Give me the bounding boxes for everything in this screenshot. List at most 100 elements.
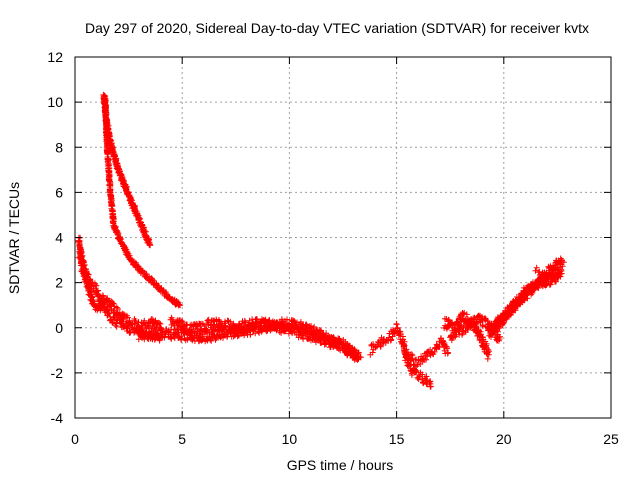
data-point xyxy=(182,325,189,332)
data-point xyxy=(496,336,503,342)
data-point xyxy=(355,349,362,356)
data-point xyxy=(87,276,94,283)
data-point xyxy=(472,321,479,328)
data-point xyxy=(423,356,429,363)
x-tick-label: 5 xyxy=(178,431,186,447)
tick-labels: 0 5 10 15 20 25 -4 -2 0 2 4 6 8 10 12 xyxy=(47,49,619,447)
data-point xyxy=(92,282,99,288)
data-point xyxy=(541,269,548,276)
data-point xyxy=(336,340,343,347)
y-tick-label: 6 xyxy=(55,184,63,200)
y-tick-label: 8 xyxy=(55,139,63,155)
data-point xyxy=(463,311,470,318)
data-point xyxy=(94,287,101,294)
y-tick-label: 4 xyxy=(55,230,63,246)
data-point xyxy=(143,325,150,332)
y-tick-label: 12 xyxy=(47,49,63,65)
x-tick-label: 0 xyxy=(71,431,79,447)
data-point xyxy=(484,355,491,362)
data-point xyxy=(203,327,210,334)
data-point xyxy=(132,206,139,213)
data-point xyxy=(474,319,480,326)
data-point xyxy=(168,321,175,328)
data-point xyxy=(289,322,296,329)
data-point xyxy=(311,323,318,330)
data-point xyxy=(318,339,325,346)
data-point xyxy=(173,327,179,334)
data-point xyxy=(507,311,514,318)
data-point xyxy=(105,310,112,316)
data-point xyxy=(232,326,239,333)
grid-lines xyxy=(75,57,611,418)
data-point xyxy=(80,262,87,269)
data-point xyxy=(559,263,566,270)
data-point xyxy=(461,310,468,317)
data-point xyxy=(132,318,139,324)
data-point xyxy=(436,343,443,350)
series-track-1 xyxy=(101,93,184,309)
data-point xyxy=(106,310,113,317)
series-track-12 xyxy=(532,257,567,283)
y-tick-label: -4 xyxy=(51,410,64,426)
series-track-5 xyxy=(167,314,364,361)
data-point xyxy=(271,325,278,332)
y-tick-label: 10 xyxy=(47,94,63,110)
data-point xyxy=(479,322,486,329)
data-point xyxy=(105,297,111,304)
data-point xyxy=(388,336,395,343)
data-point xyxy=(93,282,100,289)
x-tick-label: 25 xyxy=(603,431,619,447)
data-point xyxy=(351,346,358,353)
data-point xyxy=(560,259,567,266)
data-point xyxy=(295,326,302,332)
data-point xyxy=(98,295,105,302)
data-point xyxy=(558,270,565,277)
data-point xyxy=(113,304,120,311)
data-point xyxy=(147,241,153,248)
chart-title: Day 297 of 2020, Sidereal Day-to-day VTE… xyxy=(85,20,589,36)
data-point xyxy=(557,273,564,280)
data-point xyxy=(335,346,342,352)
data-series-sdtvar xyxy=(75,91,567,390)
data-point xyxy=(257,325,264,332)
data-point xyxy=(177,302,184,309)
data-point xyxy=(347,343,354,350)
x-tick-label: 10 xyxy=(282,431,298,447)
data-point xyxy=(500,310,507,317)
data-point xyxy=(314,336,320,342)
data-point xyxy=(330,334,337,341)
data-point xyxy=(110,300,117,307)
data-point xyxy=(531,287,537,293)
data-point xyxy=(108,203,115,210)
data-point xyxy=(357,354,364,361)
data-point xyxy=(156,320,163,326)
data-point xyxy=(95,291,102,298)
data-point xyxy=(211,321,218,328)
data-point xyxy=(427,383,434,390)
data-point xyxy=(85,271,92,278)
data-point xyxy=(448,320,454,327)
axis-ticks xyxy=(74,56,612,419)
y-tick-label: 2 xyxy=(55,275,63,291)
data-point xyxy=(549,271,556,278)
y-axis-label: SDTVAR / TECUs xyxy=(6,182,22,294)
data-point xyxy=(445,349,452,356)
x-tick-label: 15 xyxy=(389,431,405,447)
data-point xyxy=(464,325,471,332)
data-point xyxy=(135,336,142,343)
data-point xyxy=(149,276,156,283)
data-point xyxy=(444,345,451,352)
data-point xyxy=(114,305,121,312)
data-point xyxy=(174,326,181,333)
data-point xyxy=(538,278,545,285)
y-tick-label: 0 xyxy=(55,320,63,336)
data-point xyxy=(352,347,359,354)
data-point xyxy=(548,272,555,279)
data-point xyxy=(414,361,421,368)
data-point xyxy=(472,326,479,333)
data-point xyxy=(546,281,553,288)
data-point xyxy=(413,363,420,370)
data-point xyxy=(533,264,540,271)
